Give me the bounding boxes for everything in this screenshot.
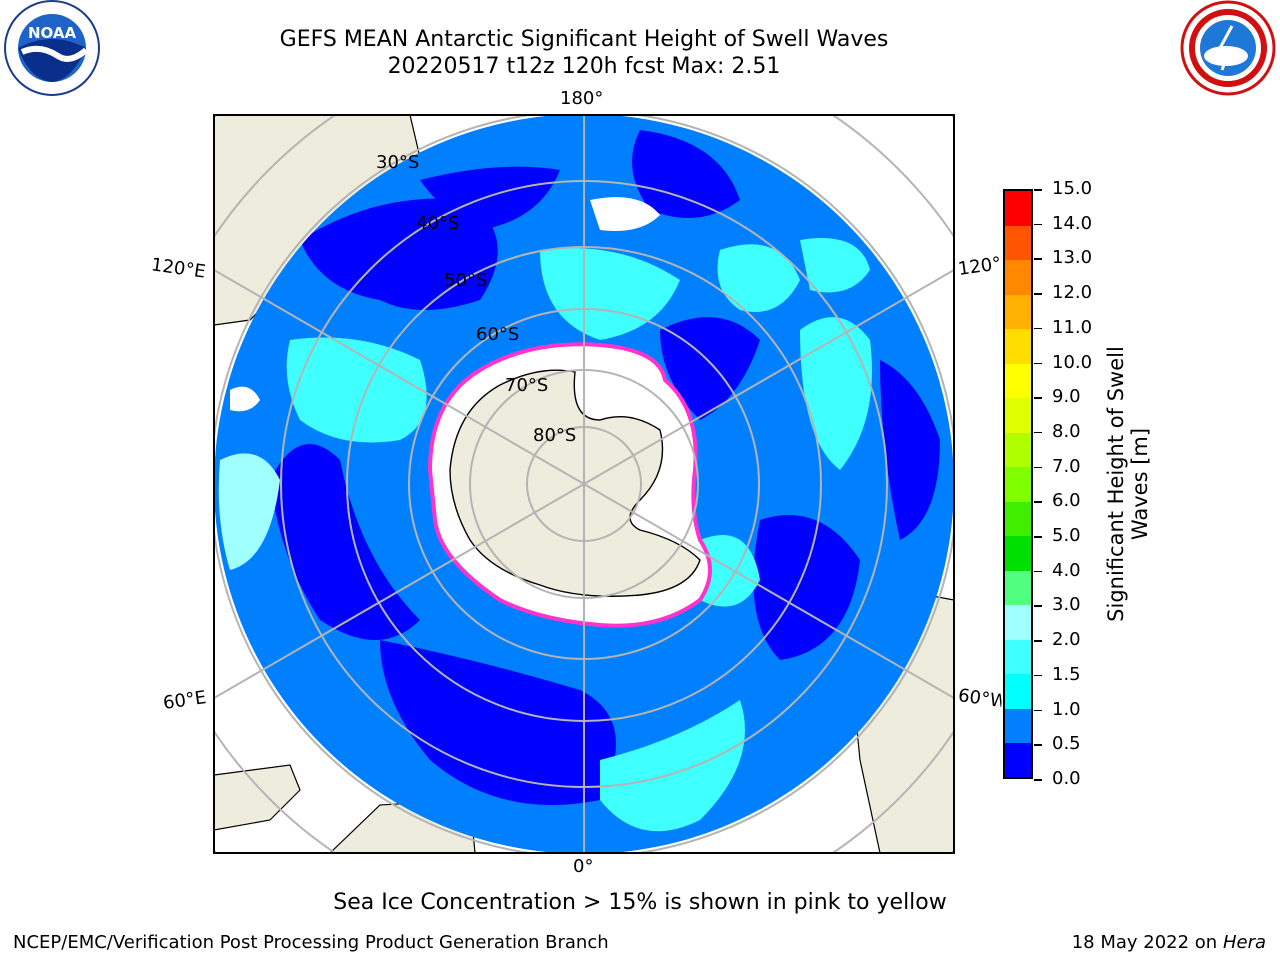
- footer-date: 18 May 2022 on Hera: [1072, 932, 1266, 953]
- colorbar-segment: [1005, 535, 1031, 571]
- colorbar-label: Significant Height of Swell Waves [m]: [1104, 346, 1152, 622]
- colorbar-segment: [1005, 466, 1031, 502]
- colorbar-tick: [1034, 293, 1042, 295]
- national-weather-service-logo-icon: [1180, 0, 1276, 96]
- map-frame: [213, 114, 955, 854]
- colorbar-tick: [1034, 501, 1042, 503]
- colorbar-tick: [1034, 674, 1042, 677]
- lon-label-0: 0°: [573, 856, 594, 877]
- lat-label-30s: 30°S: [376, 152, 420, 173]
- lon-label-180: 180°: [560, 88, 604, 109]
- colorbar-tick-label: 11.0: [1052, 316, 1093, 338]
- colorbar-tick: [1034, 362, 1042, 365]
- sea-ice-note: Sea Ice Concentration > 15% is shown in …: [333, 890, 947, 915]
- colorbar-segment: [1005, 191, 1031, 226]
- colorbar-segment: [1005, 501, 1031, 537]
- colorbar-segment: [1005, 225, 1031, 261]
- colorbar-segment: [1005, 259, 1031, 295]
- lat-label-60s: 60°S: [476, 324, 520, 345]
- lat-label-50s: 50°S: [444, 270, 488, 291]
- colorbar-tick: [1034, 605, 1042, 607]
- colorbar-tick: [1034, 779, 1042, 781]
- chart-title: GEFS MEAN Antarctic Significant Height o…: [279, 27, 889, 52]
- colorbar-tick-label: 14.0: [1052, 212, 1093, 234]
- colorbar-tick: [1034, 397, 1042, 399]
- colorbar: [1003, 189, 1033, 779]
- colorbar-segment: [1005, 639, 1031, 675]
- colorbar-tick: [1034, 570, 1042, 573]
- footer-date-text: 18 May 2022 on: [1071, 932, 1218, 953]
- colorbar-tick-label: 6.0: [1052, 490, 1081, 512]
- colorbar-tick: [1034, 327, 1042, 330]
- lat-label-40s: 40°S: [416, 213, 460, 234]
- colorbar-tick: [1034, 466, 1042, 469]
- colorbar-tick: [1034, 258, 1042, 260]
- colorbar-tick-label: 2.0: [1052, 629, 1081, 651]
- antarctica: [427, 342, 712, 628]
- noaa-logo-text: NOAA: [28, 24, 77, 42]
- colorbar-tick: [1034, 640, 1042, 642]
- colorbar-segment: [1005, 363, 1031, 399]
- colorbar-tick: [1034, 431, 1042, 434]
- colorbar-tick: [1034, 744, 1042, 746]
- footer-host: Hera: [1222, 932, 1266, 953]
- chart-subtitle: 20220517 t12z 120h fcst Max: 2.51: [387, 54, 781, 79]
- colorbar-tick-label: 4.0: [1052, 559, 1081, 581]
- graticule: [214, 115, 954, 853]
- colorbar-tick: [1034, 223, 1042, 226]
- lat-label-80s: 80°S: [533, 425, 577, 446]
- colorbar-tick-label: 12.0: [1052, 282, 1093, 304]
- colorbar-tick-label: 0.0: [1052, 768, 1081, 789]
- colorbar-tick: [1034, 709, 1042, 712]
- colorbar-segment: [1005, 742, 1031, 777]
- colorbar-tick-label: 0.5: [1052, 733, 1081, 755]
- colorbar-segment: [1005, 604, 1031, 640]
- colorbar-segment: [1005, 570, 1031, 606]
- colorbar-segment: [1005, 328, 1031, 364]
- colorbar-segment: [1005, 432, 1031, 468]
- colorbar-tick: [1034, 536, 1042, 538]
- colorbar-segment: [1005, 673, 1031, 709]
- colorbar-segment: [1005, 708, 1031, 744]
- colorbar-tick-label: 13.0: [1052, 247, 1093, 269]
- colorbar-tick-label: 7.0: [1052, 455, 1081, 477]
- lat-label-70s: 70°S: [505, 375, 549, 396]
- colorbar-tick-label: 15.0: [1052, 178, 1093, 199]
- footer-credit: NCEP/EMC/Verification Post Processing Pr…: [13, 932, 609, 953]
- colorbar-tick-label: 10.0: [1052, 351, 1093, 373]
- colorbar-tick-label: 1.5: [1052, 663, 1081, 685]
- colorbar-tick-label: 8.0: [1052, 420, 1081, 442]
- colorbar-tick-label: 9.0: [1052, 386, 1081, 408]
- colorbar-segment: [1005, 397, 1031, 433]
- colorbar-segment: [1005, 294, 1031, 330]
- colorbar-tick-label: 5.0: [1052, 525, 1081, 547]
- colorbar-tick: [1034, 189, 1042, 191]
- noaa-logo-icon: NOAA: [4, 0, 100, 96]
- colorbar-tick-label: 3.0: [1052, 594, 1081, 616]
- colorbar-tick-label: 1.0: [1052, 698, 1081, 720]
